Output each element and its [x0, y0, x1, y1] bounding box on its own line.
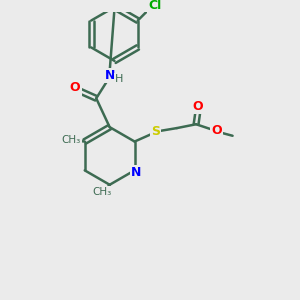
Text: O: O [211, 124, 222, 137]
Text: N: N [104, 69, 115, 82]
Text: H: H [115, 74, 124, 84]
Text: S: S [151, 125, 160, 138]
Text: CH₃: CH₃ [61, 135, 81, 145]
Text: CH₃: CH₃ [92, 188, 112, 197]
Text: N: N [131, 166, 142, 179]
Text: Cl: Cl [148, 0, 162, 12]
Text: O: O [193, 100, 203, 112]
Text: O: O [70, 81, 80, 94]
